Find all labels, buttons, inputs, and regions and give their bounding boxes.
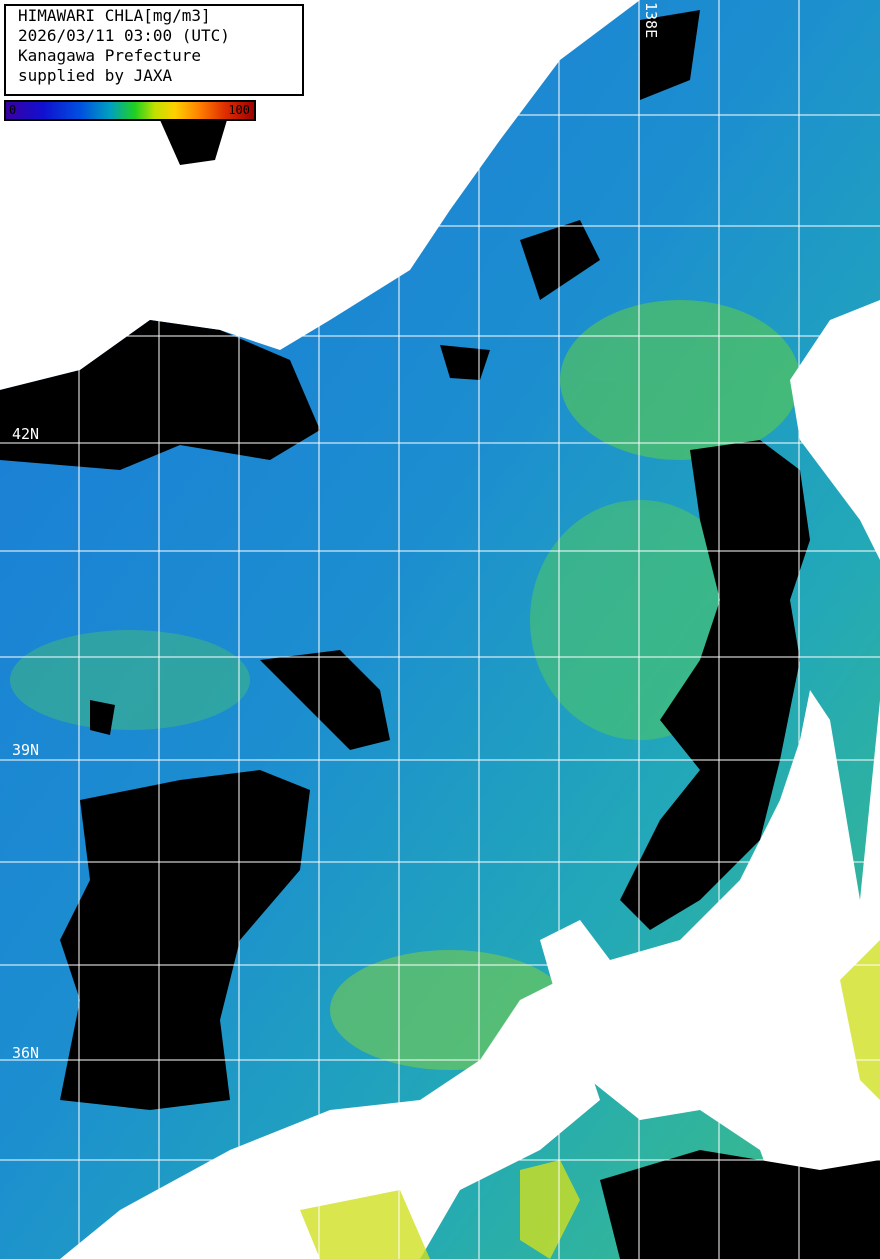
clouds bbox=[0, 10, 880, 1259]
legend-credit-supplier: supplied by JAXA bbox=[18, 66, 173, 85]
colorbar: 0 100 bbox=[4, 100, 256, 121]
colorbar-min: 0 bbox=[9, 103, 17, 117]
lon-label-138e: 138E bbox=[642, 2, 660, 39]
lat-label-36n: 36N bbox=[12, 1044, 40, 1062]
legend-title: HIMAWARI CHLA[mg/m3] bbox=[18, 6, 211, 25]
coastal-bloom bbox=[300, 940, 880, 1259]
colorbar-max: 100 bbox=[228, 103, 250, 117]
legend-datetime: 2026/03/11 03:00 (UTC) bbox=[18, 26, 230, 45]
lat-label-42n: 42N bbox=[12, 425, 40, 443]
lat-label-39n: 39N bbox=[12, 741, 40, 759]
legend-box: HIMAWARI CHLA[mg/m3] 2026/03/11 03:00 (U… bbox=[4, 4, 304, 96]
legend-credit-prefecture: Kanagawa Prefecture bbox=[18, 46, 202, 65]
